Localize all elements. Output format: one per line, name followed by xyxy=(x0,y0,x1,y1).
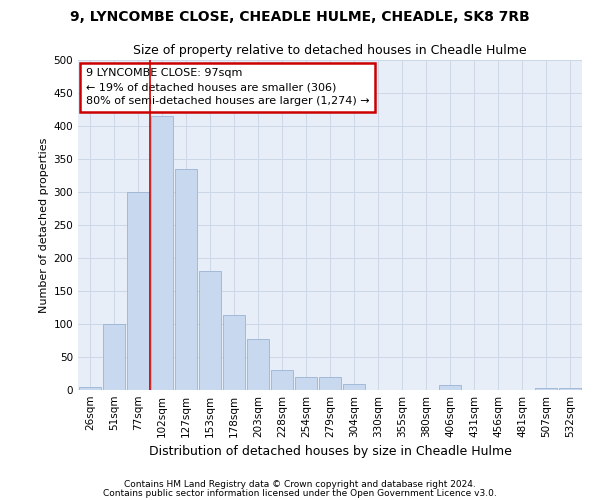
Title: Size of property relative to detached houses in Cheadle Hulme: Size of property relative to detached ho… xyxy=(133,44,527,58)
Text: 9, LYNCOMBE CLOSE, CHEADLE HULME, CHEADLE, SK8 7RB: 9, LYNCOMBE CLOSE, CHEADLE HULME, CHEADL… xyxy=(70,10,530,24)
Bar xyxy=(439,386,461,390)
Bar xyxy=(295,378,317,390)
X-axis label: Distribution of detached houses by size in Cheadle Hulme: Distribution of detached houses by size … xyxy=(149,446,511,458)
Bar xyxy=(223,316,245,390)
Bar xyxy=(151,116,173,390)
Text: Contains public sector information licensed under the Open Government Licence v3: Contains public sector information licen… xyxy=(103,488,497,498)
Bar xyxy=(271,370,293,390)
Bar xyxy=(127,192,149,390)
Bar xyxy=(343,384,365,390)
Bar xyxy=(175,169,197,390)
Bar xyxy=(199,271,221,390)
Bar xyxy=(559,388,581,390)
Text: Contains HM Land Registry data © Crown copyright and database right 2024.: Contains HM Land Registry data © Crown c… xyxy=(124,480,476,489)
Bar xyxy=(247,338,269,390)
Bar xyxy=(535,388,557,390)
Bar xyxy=(103,324,125,390)
Text: 9 LYNCOMBE CLOSE: 97sqm
← 19% of detached houses are smaller (306)
80% of semi-d: 9 LYNCOMBE CLOSE: 97sqm ← 19% of detache… xyxy=(86,68,369,106)
Y-axis label: Number of detached properties: Number of detached properties xyxy=(39,138,49,312)
Bar xyxy=(319,378,341,390)
Bar xyxy=(79,386,101,390)
